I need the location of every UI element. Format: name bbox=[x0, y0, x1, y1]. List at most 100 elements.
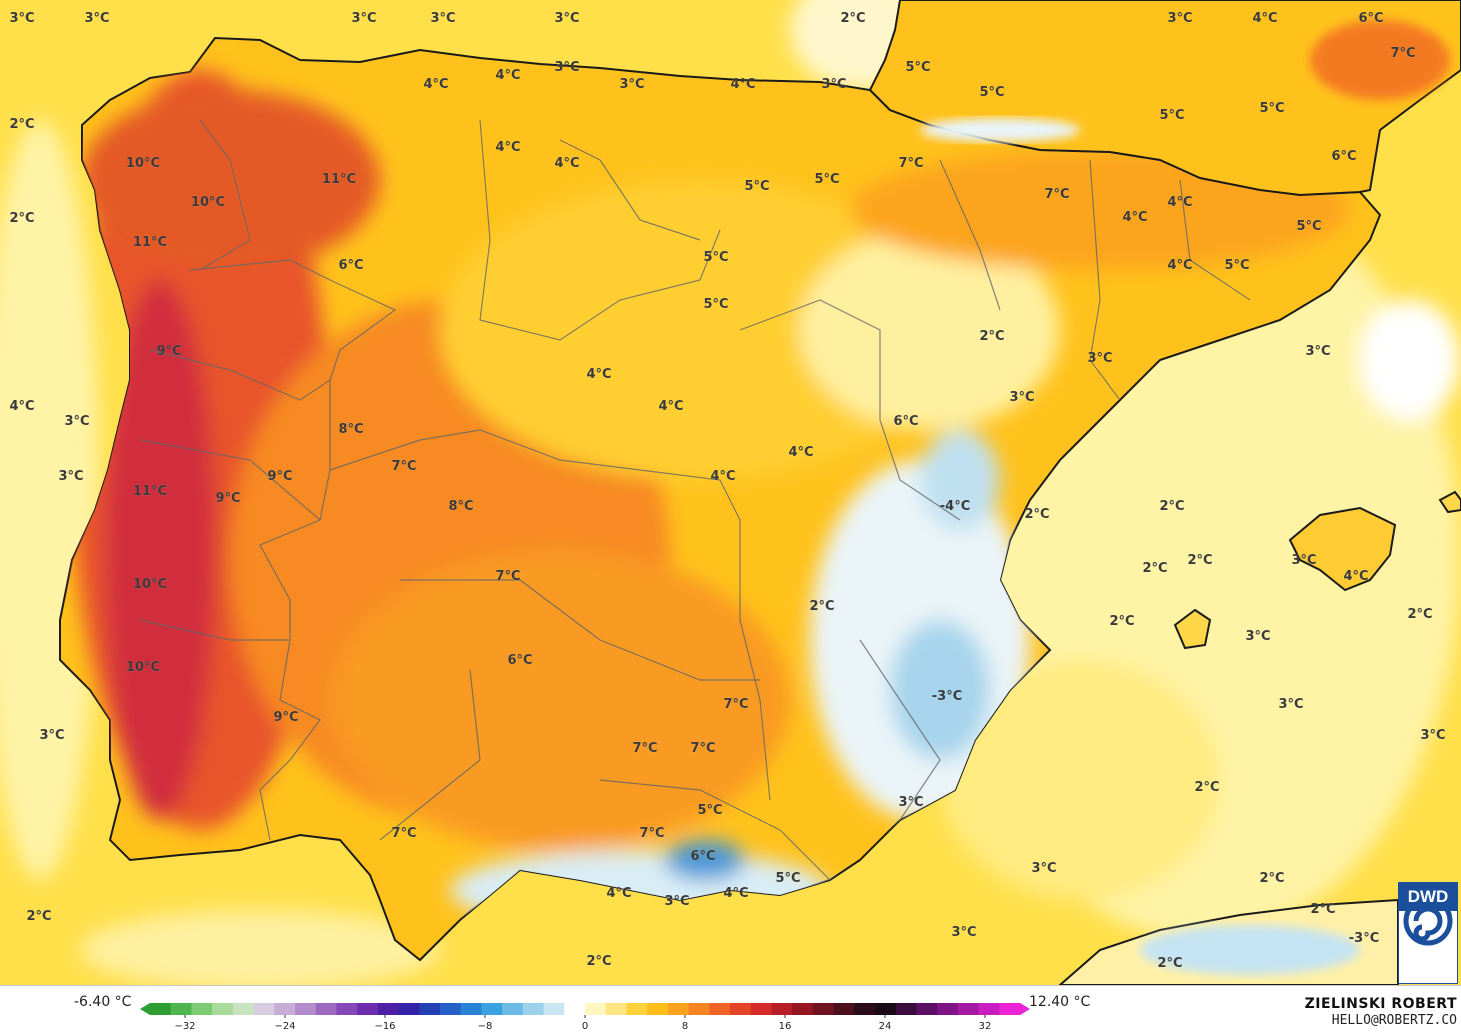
temperature-label: 3°C bbox=[351, 11, 376, 26]
temperature-label: 2°C bbox=[9, 117, 34, 132]
temperature-label: 3°C bbox=[58, 469, 83, 484]
colorbar-cell bbox=[999, 1003, 1021, 1015]
colorbar-cell bbox=[937, 1003, 959, 1015]
temperature-label: 11°C bbox=[133, 235, 167, 250]
balearic-islands bbox=[1173, 490, 1461, 650]
colorbar-cell bbox=[957, 1003, 980, 1015]
temperature-label: 7°C bbox=[391, 459, 416, 474]
colorbar-cell bbox=[440, 1003, 462, 1015]
menorca bbox=[1438, 490, 1461, 514]
temperature-label: 10°C bbox=[126, 660, 160, 675]
south-orange bbox=[330, 550, 790, 850]
temperature-label: 4°C bbox=[423, 77, 448, 92]
temperature-label: 7°C bbox=[495, 569, 520, 584]
west-hot-core bbox=[105, 280, 215, 820]
temperature-label: 9°C bbox=[273, 710, 298, 725]
temperature-label: 3°C bbox=[898, 795, 923, 810]
temperature-label: 2°C bbox=[1259, 871, 1284, 886]
temperature-label: 5°C bbox=[697, 803, 722, 818]
colorbar-tick-label: −32 bbox=[174, 1021, 195, 1032]
temperature-label: 3°C bbox=[430, 11, 455, 26]
temperature-label: 4°C bbox=[1343, 569, 1368, 584]
temperature-label: 3°C bbox=[39, 728, 64, 743]
temperature-label: 3°C bbox=[1167, 11, 1192, 26]
temperature-label: 6°C bbox=[338, 258, 363, 273]
temperature-label: 4°C bbox=[586, 367, 611, 382]
temperature-label: 4°C bbox=[1167, 258, 1192, 273]
temperature-label: 3°C bbox=[1009, 390, 1034, 405]
temperature-label: 11°C bbox=[322, 172, 356, 187]
colorbar-cell bbox=[792, 1003, 814, 1015]
temperature-label: 2°C bbox=[1159, 499, 1184, 514]
temperature-label: 2°C bbox=[979, 329, 1004, 344]
temperature-map: 3°C 3°C 3°C 3°C 3°C 2°C 3°C 4°C 6°C 7°C 5°C 3°C 4°C 4… bbox=[0, 0, 1461, 985]
temperature-label: -3°C bbox=[932, 689, 962, 704]
credit-name: ZIELINSKI ROBERT bbox=[1304, 996, 1457, 1012]
colorbar-cell bbox=[232, 1003, 255, 1015]
colorbar-min-cap bbox=[140, 1003, 150, 1015]
temperature-label: 7°C bbox=[639, 826, 664, 841]
levant-blue bbox=[890, 620, 990, 760]
temperature-label: 3°C bbox=[1278, 697, 1303, 712]
ibiza bbox=[1173, 608, 1212, 650]
temperature-label: 2°C bbox=[586, 954, 611, 969]
colorbar-cell bbox=[605, 1003, 627, 1015]
temperature-label: 11°C bbox=[133, 484, 167, 499]
temperature-label: 2°C bbox=[1407, 607, 1432, 622]
colorbar-cell bbox=[647, 1003, 669, 1015]
temperature-label: 5°C bbox=[744, 179, 769, 194]
colorbar-cell bbox=[564, 1003, 586, 1015]
temperature-label: 2°C bbox=[840, 11, 865, 26]
colorbar-cell bbox=[522, 1003, 545, 1015]
temperature-label: 3°C bbox=[821, 77, 846, 92]
temperature-label: 3°C bbox=[1305, 344, 1330, 359]
colorbar-cell bbox=[357, 1003, 379, 1015]
colorbar-tick-label: −8 bbox=[478, 1021, 493, 1032]
colorbar-cell bbox=[481, 1003, 503, 1015]
france-land bbox=[868, 0, 1461, 197]
temperature-label: 6°C bbox=[1358, 11, 1383, 26]
colorbar-tick-label: 32 bbox=[979, 1021, 992, 1032]
colorbar-cell bbox=[730, 1003, 752, 1015]
colorbar-tick-label: 8 bbox=[682, 1021, 688, 1032]
colorbar-cell bbox=[709, 1003, 731, 1015]
colorbar-cell bbox=[875, 1003, 897, 1015]
temperature-label: 2°C bbox=[9, 211, 34, 226]
temperature-label: 4°C bbox=[495, 140, 520, 155]
temperature-label: 5°C bbox=[1259, 101, 1284, 116]
colorbar-cell bbox=[398, 1003, 420, 1015]
temperature-label: 2°C bbox=[1142, 561, 1167, 576]
temperature-label: 5°C bbox=[905, 60, 930, 75]
temperature-label: 3°C bbox=[619, 77, 644, 92]
colorbar-cell bbox=[916, 1003, 938, 1015]
colorbar-cell bbox=[419, 1003, 441, 1015]
temperature-label: -4°C bbox=[940, 499, 970, 514]
colorbar-cell bbox=[502, 1003, 524, 1015]
temperature-label: 4°C bbox=[710, 469, 735, 484]
temperature-label: 3°C bbox=[84, 11, 109, 26]
temperature-label: 3°C bbox=[64, 414, 89, 429]
colorbar-cell bbox=[750, 1003, 772, 1015]
temperature-label: 5°C bbox=[1224, 258, 1249, 273]
temperature-label: 3°C bbox=[664, 894, 689, 909]
colorbar-cell bbox=[253, 1003, 275, 1015]
temperature-label: 5°C bbox=[1296, 219, 1321, 234]
sierra-blue bbox=[665, 840, 745, 880]
colorbar-cell bbox=[377, 1003, 400, 1015]
colorbar-cell bbox=[336, 1003, 358, 1015]
temperature-label: 4°C bbox=[1122, 210, 1147, 225]
temperature-label: 7°C bbox=[1390, 46, 1415, 61]
temperature-label: 4°C bbox=[723, 886, 748, 901]
colorbar-cell bbox=[543, 1003, 565, 1015]
colorbar-cell bbox=[978, 1003, 1000, 1015]
ebro-pale bbox=[800, 230, 1060, 430]
valencia-blue bbox=[920, 430, 1000, 530]
temperature-label: 7°C bbox=[898, 156, 923, 171]
colorbar-cell bbox=[212, 1003, 234, 1015]
temperature-label: 6°C bbox=[690, 849, 715, 864]
temperature-label: 4°C bbox=[1167, 195, 1192, 210]
colorbar-max-cap bbox=[1020, 1003, 1030, 1015]
colorbar-cell bbox=[295, 1003, 317, 1015]
temperature-label: 2°C bbox=[1194, 780, 1219, 795]
temperature-label: 8°C bbox=[448, 499, 473, 514]
